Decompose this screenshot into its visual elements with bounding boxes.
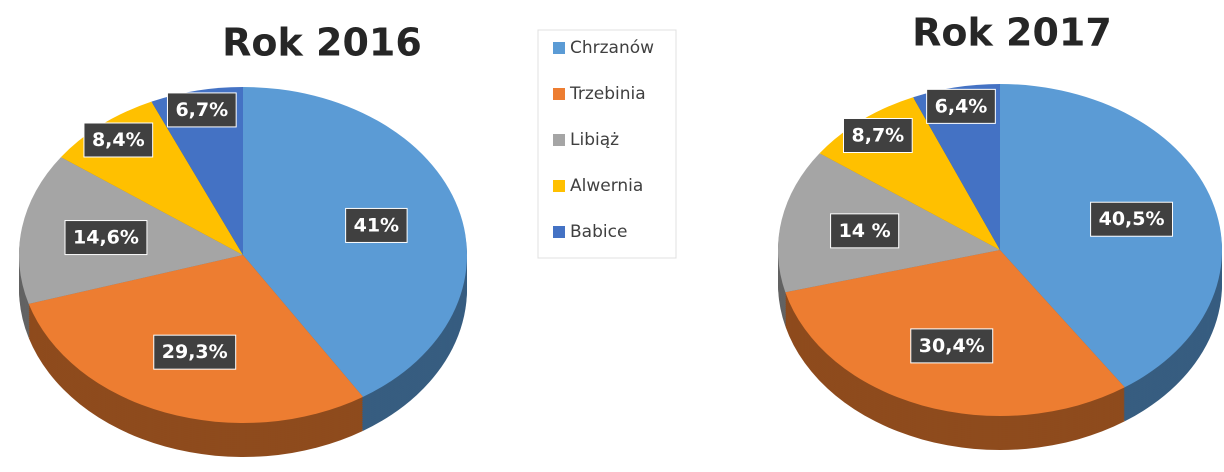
label-box xyxy=(1090,201,1174,237)
data-label: 29,3% xyxy=(162,341,228,363)
data-label: 8,4% xyxy=(92,129,145,151)
data-label: 41% xyxy=(354,214,399,236)
data-label: 14,6% xyxy=(73,227,139,249)
label-box xyxy=(926,88,996,124)
chart-title: Rok 2017 xyxy=(912,11,1112,55)
legend-swatch xyxy=(553,226,565,238)
data-label: 30,4% xyxy=(919,335,985,357)
chart-title: Rok 2016 xyxy=(222,21,422,65)
slice xyxy=(151,87,243,255)
label-box xyxy=(843,117,913,153)
label-box xyxy=(910,328,994,364)
legend-swatch xyxy=(553,180,565,192)
legend-label: Alwernia xyxy=(570,176,643,196)
legend-label: Babice xyxy=(570,222,627,242)
legend-label: Chrzanów xyxy=(570,38,654,58)
data-label: 6,7% xyxy=(175,99,228,121)
label-box xyxy=(345,207,408,243)
legend-label: Trzebinia xyxy=(569,84,646,104)
data-label: 40,5% xyxy=(1099,208,1165,230)
legend-swatch xyxy=(553,88,565,100)
slice xyxy=(913,84,1000,250)
legend-swatch xyxy=(553,42,565,54)
label-box xyxy=(83,122,154,158)
legend-swatch xyxy=(553,134,565,146)
label-box xyxy=(153,334,237,370)
data-label: 14 % xyxy=(839,220,891,242)
data-label: 8,7% xyxy=(852,124,905,146)
label-box xyxy=(166,92,237,128)
legend-label: Libiąż xyxy=(570,130,619,150)
label-box xyxy=(64,220,148,256)
data-label: 6,4% xyxy=(935,95,988,117)
label-box xyxy=(830,213,900,249)
